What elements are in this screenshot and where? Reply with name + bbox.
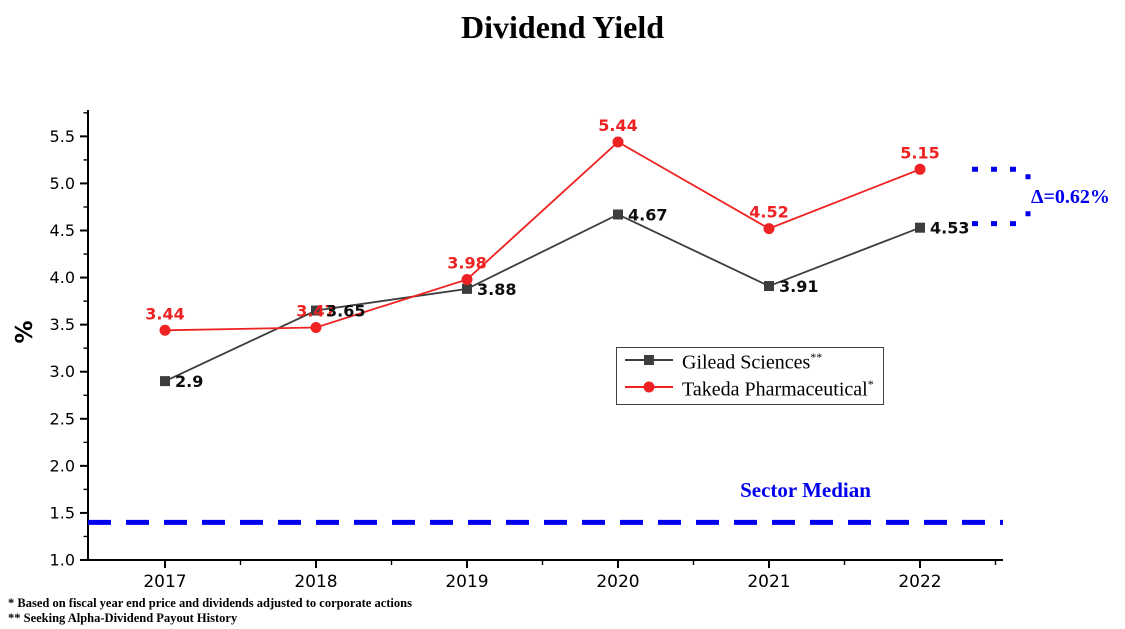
- y-tick-label: 5.5: [50, 127, 75, 146]
- footnotes: * Based on fiscal year end price and div…: [8, 596, 412, 626]
- x-tick-label: 2022: [898, 572, 941, 592]
- data-point-label: 5.15: [900, 143, 939, 162]
- data-point-marker: [462, 283, 472, 294]
- y-tick-label: 1.5: [50, 503, 75, 522]
- data-point-label: 4.52: [749, 203, 788, 222]
- y-tick-label: 5.0: [50, 174, 75, 193]
- data-point-label: 2.9: [175, 372, 203, 391]
- data-point-marker: [159, 324, 171, 336]
- footnote-mark: *: [867, 377, 874, 392]
- legend-item-takeda-pharmaceutical: Takeda Pharmaceutical*: [623, 376, 874, 403]
- sector-median-label: Sector Median: [740, 478, 871, 502]
- footnote-mark: **: [810, 350, 823, 365]
- legend-item-gilead-sciences: Gilead Sciences**: [623, 349, 874, 376]
- y-tick-label: 3.0: [50, 362, 75, 381]
- legend: Gilead Sciences** Takeda Pharmaceutical*: [616, 347, 884, 405]
- data-point-marker: [613, 209, 623, 220]
- x-tick-label: 2018: [294, 572, 337, 592]
- data-point-marker: [763, 223, 775, 235]
- data-point-marker: [461, 273, 473, 285]
- data-point-marker: [915, 222, 925, 233]
- y-tick-label: 2.0: [50, 456, 75, 475]
- y-tick-label: 4.5: [50, 221, 75, 240]
- legend-label-takeda: Takeda Pharmaceutical*: [682, 377, 874, 401]
- data-point-marker: [914, 163, 926, 175]
- legend-marker-circle-icon: [623, 378, 675, 401]
- data-point-label: 5.44: [598, 116, 637, 135]
- data-point-label: 3.65: [326, 302, 365, 321]
- y-tick-label: 3.5: [50, 315, 75, 334]
- series-line-1: [164, 140, 921, 332]
- y-tick-label: 2.5: [50, 409, 75, 428]
- chart-title: Dividend Yield: [461, 9, 664, 45]
- legend-marker-square-icon: [623, 351, 675, 374]
- y-tick-label: 1.0: [50, 551, 75, 570]
- data-point-label: 3.88: [477, 280, 516, 299]
- legend-label-gilead: Gilead Sciences**: [682, 350, 823, 374]
- x-tick-label: 2020: [596, 572, 639, 592]
- data-point-label: 3.47: [296, 301, 335, 320]
- delta-annotation: Δ=0.62%: [1031, 186, 1110, 208]
- data-point-marker: [311, 305, 321, 316]
- data-point-label: 3.44: [145, 304, 184, 323]
- x-tick-label: 2019: [445, 572, 488, 592]
- y-tick-label: 4.0: [50, 268, 75, 287]
- data-point-label: 3.91: [779, 277, 818, 296]
- x-tick-label: 2021: [747, 572, 790, 592]
- data-point-marker: [310, 321, 322, 333]
- footnote-1: * Based on fiscal year end price and div…: [8, 596, 412, 610]
- data-point-marker: [764, 281, 774, 292]
- data-point-label: 4.53: [930, 219, 969, 238]
- data-point-marker: [612, 136, 624, 148]
- data-point-label: 3.98: [447, 253, 486, 272]
- footnote-2: ** Seeking Alpha-Dividend Payout History: [8, 610, 238, 625]
- data-point-marker: [160, 376, 170, 387]
- x-tick-label: 2017: [143, 572, 186, 592]
- data-point-label: 4.67: [628, 205, 667, 224]
- series-line-0: [164, 213, 921, 382]
